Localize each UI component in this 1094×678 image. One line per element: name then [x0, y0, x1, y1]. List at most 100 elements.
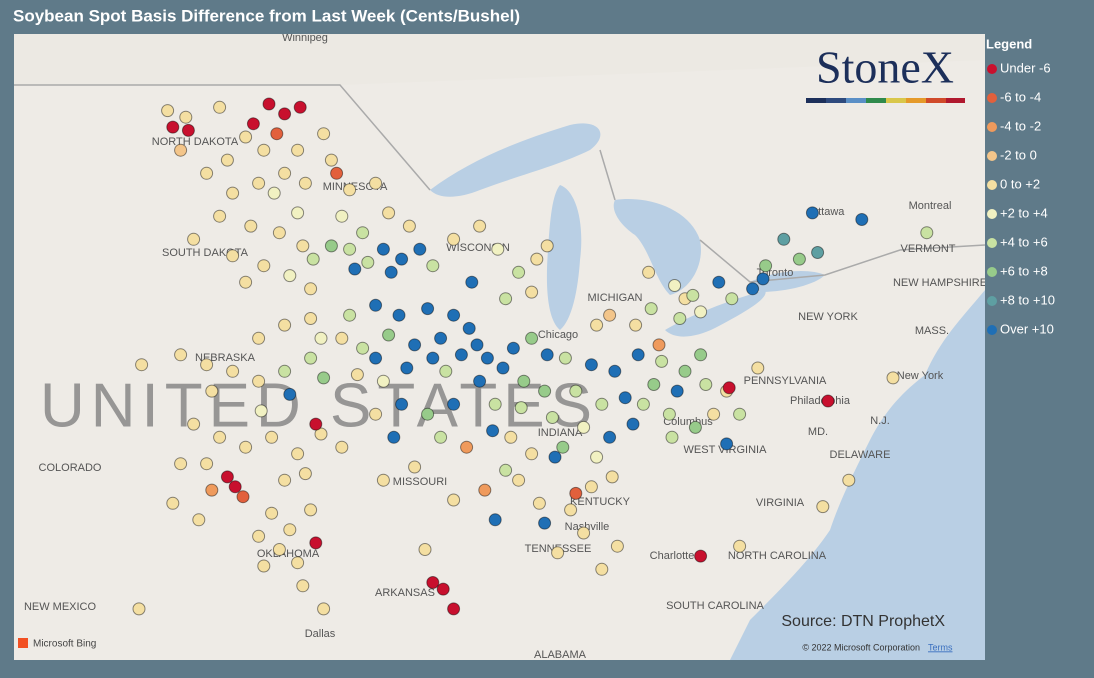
basis-point	[376, 242, 390, 256]
basis-point	[631, 348, 645, 362]
basis-point	[324, 239, 338, 253]
basis-point	[506, 341, 520, 355]
basis-point	[577, 526, 591, 540]
basis-point	[642, 265, 656, 279]
basis-point	[558, 351, 572, 365]
place-label: NEW YORK	[798, 311, 858, 323]
basis-point	[842, 473, 856, 487]
basis-point	[434, 430, 448, 444]
basis-point	[595, 397, 609, 411]
basis-point	[226, 249, 240, 263]
logo-bars	[806, 98, 965, 103]
basis-point	[426, 259, 440, 273]
basis-point	[720, 437, 734, 451]
legend-label: 0 to +2	[1000, 176, 1040, 191]
basis-point	[540, 348, 554, 362]
place-label: Dallas	[305, 628, 336, 640]
basis-point	[532, 496, 546, 510]
legend-label: -6 to -4	[1000, 89, 1041, 104]
lake-superior	[430, 123, 601, 197]
copyright: © 2022 Microsoft Corporation	[802, 642, 920, 652]
basis-point	[161, 104, 175, 118]
place-label: ALABAMA	[534, 649, 587, 661]
title: Soybean Spot Basis Difference from Last …	[13, 6, 520, 25]
place-label: New York	[897, 370, 944, 382]
basis-point	[278, 166, 292, 180]
basis-point	[384, 265, 398, 279]
place-label: VIRGINIA	[756, 497, 805, 509]
basis-point	[436, 582, 450, 596]
place-label: NORTH CAROLINA	[728, 550, 827, 562]
legend-label: +8 to +10	[1000, 292, 1055, 307]
basis-point	[722, 381, 736, 395]
basis-point	[499, 292, 513, 306]
terms-link[interactable]: Terms	[928, 642, 953, 652]
basis-point	[636, 397, 650, 411]
basis-point	[278, 473, 292, 487]
basis-point	[226, 364, 240, 378]
basis-point	[408, 338, 422, 352]
basis-point	[298, 467, 312, 481]
basis-point	[278, 107, 292, 121]
basis-point	[402, 219, 416, 233]
basis-point	[421, 407, 435, 421]
basis-point	[187, 417, 201, 431]
basis-point	[317, 371, 331, 385]
basis-point	[590, 318, 604, 332]
basis-point	[920, 226, 934, 240]
border	[14, 84, 985, 283]
basis-point	[314, 427, 328, 441]
basis-point	[272, 226, 286, 240]
basis-point	[236, 490, 250, 504]
basis-point	[525, 331, 539, 345]
basis-point	[556, 440, 570, 454]
basis-point	[447, 397, 461, 411]
basis-point	[296, 239, 310, 253]
place-label: Charlotte	[650, 550, 695, 562]
basis-point	[608, 364, 622, 378]
basis-point	[751, 361, 765, 375]
basis-point	[488, 513, 502, 527]
basis-point	[673, 312, 687, 325]
basis-point	[707, 407, 721, 421]
basis-point	[460, 440, 474, 454]
basis-point	[252, 176, 266, 190]
legend-label: +6 to +8	[1000, 263, 1048, 278]
basis-point	[324, 153, 338, 167]
basis-point	[855, 213, 869, 226]
basis-point	[618, 391, 632, 405]
basis-point	[239, 440, 253, 454]
legend-label: Over +10	[1000, 321, 1054, 336]
basis-point	[480, 351, 494, 365]
legend-swatch	[987, 296, 997, 306]
basis-point	[220, 153, 234, 167]
basis-point	[569, 486, 583, 500]
basis-point	[252, 374, 266, 388]
legend-label: +4 to +6	[1000, 234, 1048, 249]
basis-point	[309, 536, 323, 550]
basis-point	[306, 252, 320, 266]
legend-title: Legend	[986, 36, 1032, 51]
place-label: COLORADO	[39, 462, 102, 474]
legend-label: +2 to +4	[1000, 205, 1048, 220]
basis-point	[220, 470, 234, 484]
basis-point	[257, 259, 271, 273]
basis-point	[538, 516, 552, 530]
place-label: Ottawa	[810, 206, 846, 218]
basis-point	[166, 496, 180, 510]
place-label: KENTUCKY	[570, 496, 631, 508]
basis-point	[369, 176, 383, 190]
basis-point	[805, 206, 819, 220]
basis-point	[473, 374, 487, 388]
basis-point	[426, 576, 440, 589]
basis-point	[462, 321, 476, 335]
place-label: NEW HAMPSHIRE	[893, 277, 987, 289]
place-label: MD.	[808, 426, 828, 438]
basis-point	[213, 100, 227, 114]
basis-point	[257, 559, 271, 573]
basis-point	[132, 602, 146, 616]
basis-point	[283, 269, 297, 283]
